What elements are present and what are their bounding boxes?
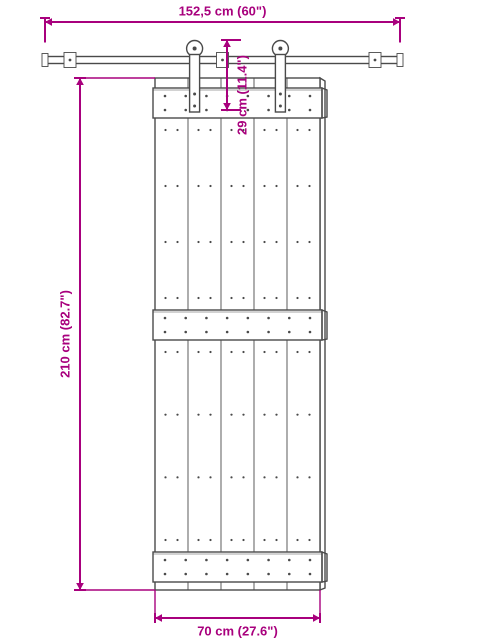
dimension-label: 210 cm (82.7") [57,290,72,378]
dimension-label: 29 cm (11.4") [234,55,249,135]
dimension-label: 152,5 cm (60") [179,3,267,18]
rail-end-stop [397,54,403,67]
cross-beam-face [153,552,322,582]
rail-end-stop [42,54,48,67]
cross-beam-face [153,310,322,340]
dimension-label: 70 cm (27.6") [197,623,278,638]
